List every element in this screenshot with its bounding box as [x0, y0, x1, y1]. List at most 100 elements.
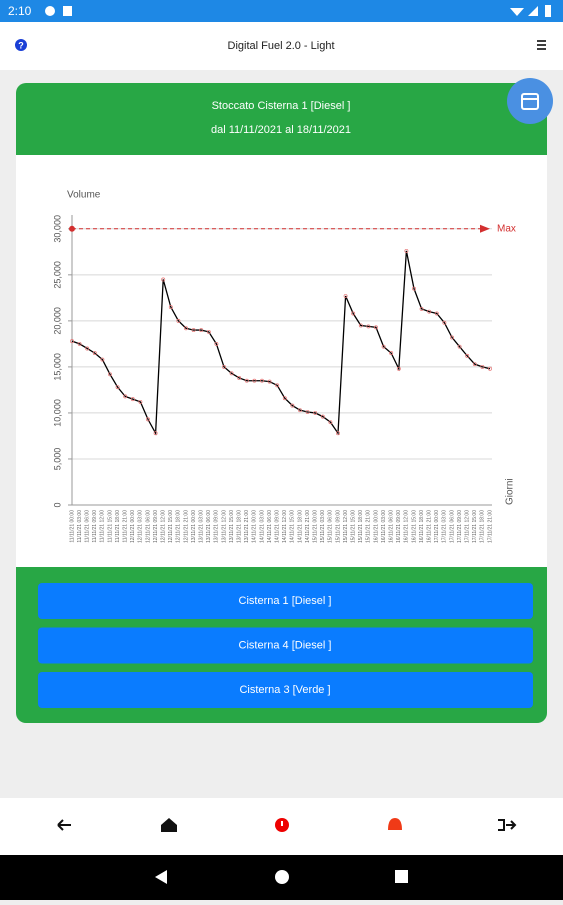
signal-icon	[528, 6, 538, 16]
x-tick-label: 11/11/21 09:00	[92, 510, 98, 543]
data-point	[419, 306, 424, 311]
app-bar	[0, 22, 563, 70]
data-point	[275, 383, 280, 388]
data-point	[488, 366, 492, 371]
x-tick-label: 16/11/21 06:00	[389, 510, 395, 543]
data-point	[389, 351, 394, 356]
calendar-button[interactable]	[507, 78, 553, 124]
system-home[interactable]	[275, 870, 289, 884]
data-point	[351, 311, 356, 316]
tank-button-label: Cisterna 4 [Diesel ]	[239, 639, 332, 651]
chart: Volume 0 5,000 10,000 15,000 20,000 25,000 30,0…	[52, 190, 516, 543]
data-point	[237, 376, 242, 380]
data-point	[336, 431, 340, 436]
tank-button-label: Cisterna 3 [Verde ]	[239, 684, 330, 696]
data-point	[404, 248, 409, 253]
x-tick-label: 14/11/21 00:00	[252, 510, 258, 543]
button-list: Cisterna 1 [Diesel ] Cisterna 4 [Diesel ]…	[38, 583, 533, 708]
data-point	[465, 353, 470, 358]
card-period: dal 11/11/2021 al 18/11/2021	[211, 124, 351, 136]
menu-button[interactable]	[537, 40, 546, 50]
data-point	[161, 277, 166, 282]
data-line	[71, 250, 491, 436]
home-button[interactable]	[161, 818, 177, 832]
data-point	[442, 320, 447, 325]
data-point	[305, 410, 310, 414]
data-point	[123, 394, 128, 399]
data-point	[320, 414, 325, 419]
data-point	[92, 351, 97, 356]
data-point	[153, 431, 158, 436]
data-point	[115, 385, 120, 390]
x-tick-label: 13/11/21 12:00	[221, 510, 227, 543]
tank-button[interactable]	[38, 672, 533, 708]
data-point	[450, 335, 454, 340]
x-tick-label: 12/11/21 18:00	[176, 510, 182, 543]
x-tick-label: 12/11/21 09:00	[153, 510, 159, 543]
data-point	[85, 346, 90, 351]
y-tick-label: 30,000	[52, 215, 62, 243]
data-point	[100, 357, 105, 362]
data-point	[130, 397, 135, 402]
x-tick-label: 12/11/21 21:00	[183, 510, 189, 543]
tank-button-label: Cisterna 1 [Diesel ]	[239, 595, 332, 607]
data-point	[374, 325, 378, 330]
system-back[interactable]	[155, 870, 167, 884]
tank-button[interactable]	[38, 627, 533, 664]
x-tick-label: 15/11/21 00:00	[313, 510, 319, 543]
data-point	[427, 309, 432, 314]
help-button[interactable]	[15, 39, 27, 51]
data-point	[480, 364, 485, 369]
data-point	[366, 324, 371, 329]
x-tick-label: 14/11/21 09:00	[275, 510, 281, 543]
card-title: Stoccato Cisterna 1 [Diesel ]	[212, 100, 351, 112]
data-point	[298, 408, 302, 413]
x-tick-label: 15/11/21 06:00	[328, 510, 334, 543]
x-tick-label: 16/11/21 03:00	[381, 510, 387, 543]
x-tick-label: 11/11/21 06:00	[85, 510, 91, 543]
x-tick-label: 12/11/21 03:00	[138, 510, 144, 543]
notifications-button[interactable]	[388, 818, 402, 830]
app-title: Digital Fuel 2.0 - Light	[228, 40, 335, 52]
data-point	[176, 318, 181, 323]
x-tick-label: 17/11/21 15:00	[472, 510, 478, 543]
y-tick-label: 25,000	[52, 261, 62, 289]
data-point	[434, 311, 439, 316]
data-point	[229, 371, 234, 376]
x-tick-label: 13/11/21 03:00	[199, 510, 205, 543]
data-point	[168, 305, 173, 310]
x-tick-label: 16/11/21 18:00	[419, 510, 425, 543]
data-point	[108, 372, 112, 377]
x-tick-label: 13/11/21 06:00	[206, 510, 212, 543]
x-tick-label: 17/11/21 09:00	[457, 510, 463, 543]
help-icon: ?	[18, 40, 24, 50]
data-point	[70, 339, 74, 344]
x-tick-label: 17/11/21 21:00	[487, 510, 493, 543]
x-tick-label: 16/11/21 21:00	[427, 510, 433, 543]
x-tick-label: 14/11/21 15:00	[290, 510, 296, 543]
data-point	[457, 344, 462, 349]
x-tick-label: 11/11/21 12:00	[100, 510, 106, 543]
logout-button[interactable]	[498, 819, 517, 831]
x-tick-label: 14/11/21 06:00	[267, 510, 273, 543]
x-tick-label: 13/11/21 15:00	[229, 510, 235, 543]
system-recents[interactable]	[395, 870, 408, 883]
x-tick-label: 15/11/21 09:00	[335, 510, 341, 543]
x-tick-label: 12/11/21 00:00	[130, 510, 136, 543]
data-point	[472, 362, 477, 367]
x-tick-label: 15/11/21 15:00	[351, 510, 357, 543]
wifi-icon	[510, 8, 524, 16]
x-tick-label: 17/11/21 03:00	[442, 510, 448, 543]
status-bar	[0, 0, 563, 22]
status-icon	[63, 6, 72, 16]
data-point	[252, 378, 257, 383]
tank-button[interactable]	[38, 583, 533, 619]
x-tick-label: 17/11/21 18:00	[480, 510, 486, 543]
data-point	[138, 399, 143, 404]
data-point	[214, 341, 219, 346]
back-button[interactable]	[57, 819, 71, 831]
x-tick-label: 13/11/21 09:00	[214, 510, 220, 543]
data-point	[396, 366, 401, 371]
y-tick-label: 20,000	[52, 307, 62, 335]
